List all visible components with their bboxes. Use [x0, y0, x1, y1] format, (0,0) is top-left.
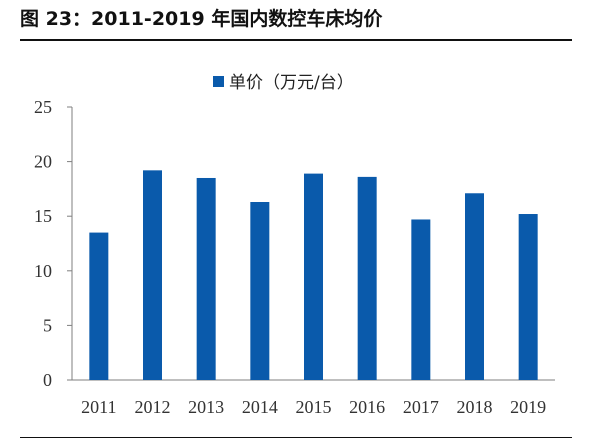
y-axis-ticks: 0 5 10 15 20 25: [34, 97, 72, 390]
x-tick-label: 2018: [457, 397, 493, 417]
x-tick-label: 2011: [81, 397, 116, 417]
y-tick-label: 0: [43, 370, 52, 390]
legend: 单价（万元/台）: [213, 73, 354, 93]
bars: [89, 170, 538, 380]
y-tick-label: 15: [34, 206, 52, 226]
bar-2011: [89, 232, 109, 380]
x-tick-label: 2015: [296, 397, 332, 417]
x-axis-ticks: 2011 2012 2013 2014 2015 2016 2017 2018 2019: [81, 397, 546, 417]
bar-2019: [518, 214, 538, 380]
x-tick-label: 2019: [510, 397, 546, 417]
bar-2017: [411, 219, 431, 380]
x-tick-label: 2013: [188, 397, 224, 417]
bar-2013: [196, 177, 216, 380]
x-tick-label: 2012: [135, 397, 171, 417]
figure-title: 图 23：2011-2019 年国内数控车床均价: [20, 8, 383, 30]
bar-2014: [250, 202, 270, 380]
bar-2018: [465, 193, 484, 380]
bar-2016: [357, 176, 377, 380]
bar-2015: [304, 173, 323, 380]
legend-label: 单价（万元/台）: [229, 73, 354, 93]
y-tick-label: 10: [34, 261, 52, 281]
y-tick-label: 20: [34, 152, 52, 172]
title-underline: [20, 39, 572, 41]
bottom-rule: [20, 437, 572, 438]
x-tick-label: 2014: [242, 397, 278, 417]
legend-swatch: [213, 76, 224, 87]
x-tick-label: 2016: [349, 397, 385, 417]
y-tick-label: 25: [34, 97, 52, 117]
y-tick-label: 5: [43, 315, 52, 335]
bar-2012: [143, 170, 162, 380]
x-tick-label: 2017: [403, 397, 439, 417]
